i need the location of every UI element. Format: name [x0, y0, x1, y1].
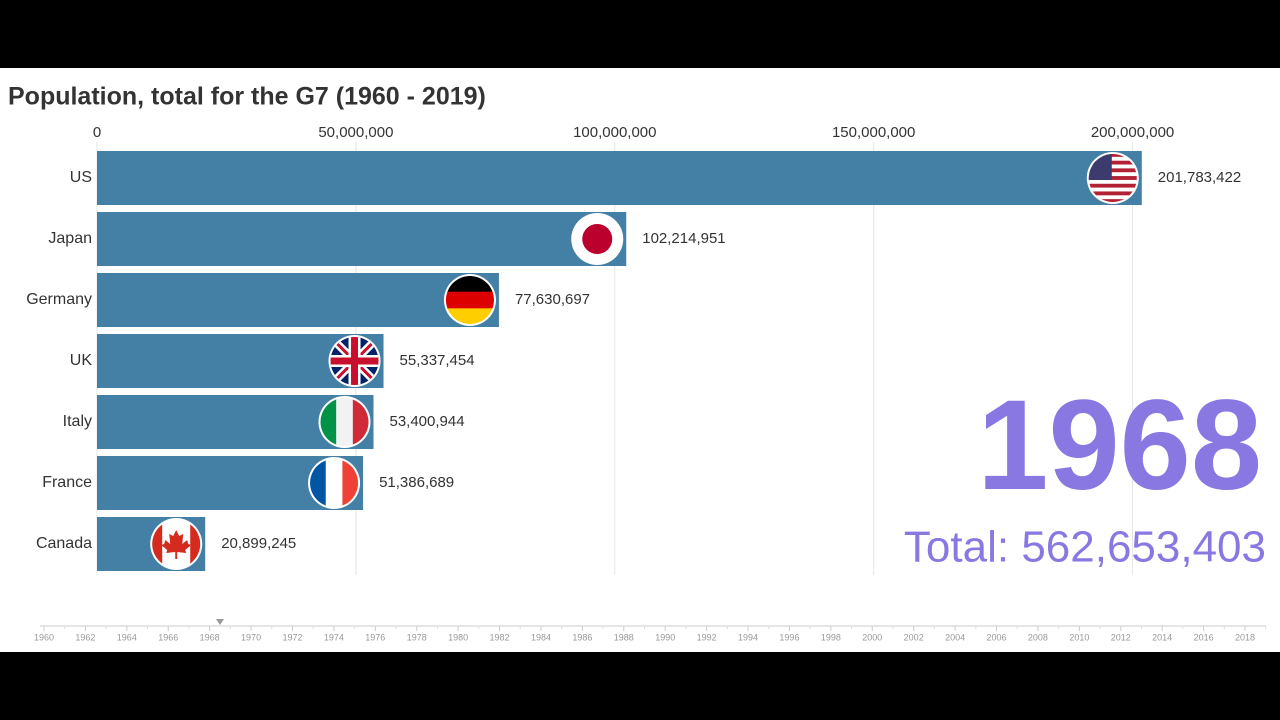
flag-body [310, 459, 359, 507]
flag-part [445, 291, 494, 309]
x-tick-label: 200,000,000 [1091, 124, 1174, 141]
timeline-label: 1988 [614, 632, 634, 642]
flag-part [320, 398, 337, 446]
flag-part [342, 459, 359, 507]
value-label: 77,630,697 [515, 291, 590, 308]
category-label: Canada [36, 535, 92, 552]
timeline-label: 2000 [862, 632, 882, 642]
flag-part [1088, 156, 1137, 161]
category-label: US [70, 169, 92, 186]
flag-part [582, 224, 613, 254]
timeline-label: 1986 [572, 632, 592, 642]
flag-part [310, 459, 327, 507]
category-label: Germany [26, 291, 92, 308]
flag-part [445, 308, 494, 324]
x-tick-label: 100,000,000 [573, 124, 656, 141]
timeline-label: 1966 [158, 632, 178, 642]
category-label: UK [70, 352, 93, 369]
total-label: Total: 562,653,403 [904, 523, 1266, 572]
year-label: 1968 [977, 374, 1262, 517]
category-label: Italy [63, 413, 92, 430]
timeline-label: 1980 [448, 632, 468, 642]
timeline-label: 1996 [779, 632, 799, 642]
flag [1086, 152, 1139, 204]
value-label: 51,386,689 [379, 474, 454, 491]
flag-part [445, 276, 494, 292]
flag-body [320, 398, 369, 446]
value-label: 55,337,454 [400, 352, 475, 369]
flag-part [1088, 176, 1137, 181]
x-tick-label: 50,000,000 [318, 124, 393, 141]
flag-body [445, 276, 494, 324]
flag-part [325, 459, 343, 507]
x-tick-label: 150,000,000 [832, 124, 915, 141]
value-label: 201,783,422 [1158, 169, 1241, 186]
timeline-label: 1992 [697, 632, 717, 642]
category-label: France [42, 474, 92, 491]
flag-part [1088, 195, 1137, 200]
flag-part [336, 398, 354, 446]
value-label: 53,400,944 [389, 413, 464, 430]
timeline-label: 2016 [1194, 632, 1214, 642]
flag [150, 518, 203, 570]
flag-part [352, 398, 369, 446]
flag-body [573, 215, 622, 263]
flag-part [1088, 179, 1137, 185]
timeline-label: 1962 [75, 632, 95, 642]
bar [97, 151, 1142, 205]
flag [328, 335, 381, 387]
value-label: 102,214,951 [642, 230, 725, 247]
flag-body [1088, 154, 1137, 202]
flag [443, 274, 496, 326]
flag [318, 396, 371, 448]
flag-part [1088, 183, 1137, 188]
flag-body [330, 337, 379, 385]
timeline-label: 2002 [904, 632, 924, 642]
timeline-label: 1990 [655, 632, 675, 642]
timeline-label: 2014 [1152, 632, 1172, 642]
flag-part [1088, 172, 1137, 177]
timeline-label: 1974 [324, 632, 344, 642]
timeline-label: 1982 [490, 632, 510, 642]
flag-part [1088, 164, 1137, 169]
timeline-label: 1964 [117, 632, 137, 642]
flag-part [330, 337, 379, 385]
flag-part [152, 520, 163, 568]
timeline-label: 1998 [821, 632, 841, 642]
flag-part [1088, 191, 1137, 196]
timeline-label: 2006 [987, 632, 1007, 642]
bar [97, 273, 499, 327]
timeline-label: 1968 [200, 632, 220, 642]
flag-part [190, 520, 201, 568]
timeline-label: 1984 [531, 632, 551, 642]
timeline-label: 1972 [282, 632, 302, 642]
flag-part [1088, 168, 1137, 173]
category-label: Japan [48, 230, 92, 247]
timeline-label: 2012 [1111, 632, 1131, 642]
flag-part [1088, 154, 1137, 158]
flag-part [161, 530, 192, 559]
timeline-label: 1970 [241, 632, 261, 642]
flag-part [1088, 199, 1137, 202]
timeline-label: 2018 [1235, 632, 1255, 642]
timeline-label: 2010 [1069, 632, 1089, 642]
timeline-label: 1978 [407, 632, 427, 642]
bar [97, 212, 627, 266]
timeline-marker [216, 619, 225, 625]
flag [571, 213, 624, 265]
timeline-label: 1976 [365, 632, 385, 642]
timeline-label: 1994 [738, 632, 758, 642]
flag [308, 457, 361, 509]
x-tick-label: 0 [93, 124, 101, 141]
value-label: 20,899,245 [221, 535, 296, 552]
flag-body [152, 520, 201, 568]
timeline-label: 1960 [34, 632, 54, 642]
chart-title: Population, total for the G7 (1960 - 201… [8, 83, 486, 111]
flag-part [1088, 160, 1137, 165]
timeline-label: 2004 [945, 632, 965, 642]
flag-part [1088, 187, 1137, 192]
timeline-label: 2008 [1028, 632, 1048, 642]
